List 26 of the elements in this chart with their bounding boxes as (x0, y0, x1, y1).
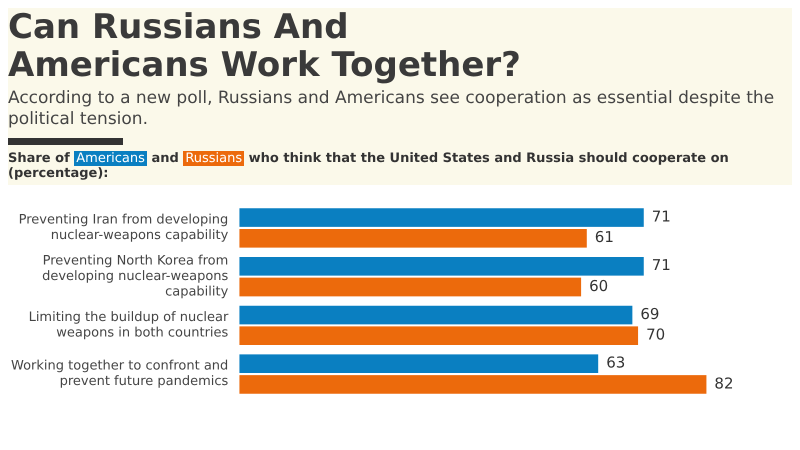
y-tick-label: Preventing Iran from developing nuclear-weapons capability (18, 212, 229, 244)
y-tick-label: Preventing North Korea from developing nuclear-weapons capability (42, 253, 229, 300)
bar (239, 256, 644, 276)
data-label: 60 (589, 276, 608, 295)
bar (239, 208, 644, 227)
bar (239, 278, 582, 296)
y-tick-label: Limiting the buildup of nuclear weapons in both countries (28, 310, 229, 341)
data-label: 71 (652, 207, 671, 226)
text: Americans (74, 151, 147, 166)
bar (239, 228, 587, 248)
chart-title: Can Russians And Americans Work Together? (8, 7, 522, 85)
text: Share of (8, 151, 70, 166)
bar (239, 306, 632, 324)
y-tick-label: Working together to confront and prevent future pandemics (10, 358, 229, 390)
data-label: 63 (606, 354, 626, 372)
text: Russians (183, 151, 244, 166)
chart-subtitle: According to a new poll, Russians and Americans see cooperation as essential despite the political tension. (8, 88, 776, 130)
data-label: 69 (640, 304, 660, 323)
data-label: 71 (652, 256, 671, 274)
data-label: 61 (594, 228, 614, 246)
data-label: 82 (714, 374, 734, 392)
bar (239, 326, 638, 346)
text: and (151, 151, 179, 166)
bar (239, 375, 706, 394)
data-label: 70 (646, 326, 666, 344)
bar (239, 354, 598, 374)
